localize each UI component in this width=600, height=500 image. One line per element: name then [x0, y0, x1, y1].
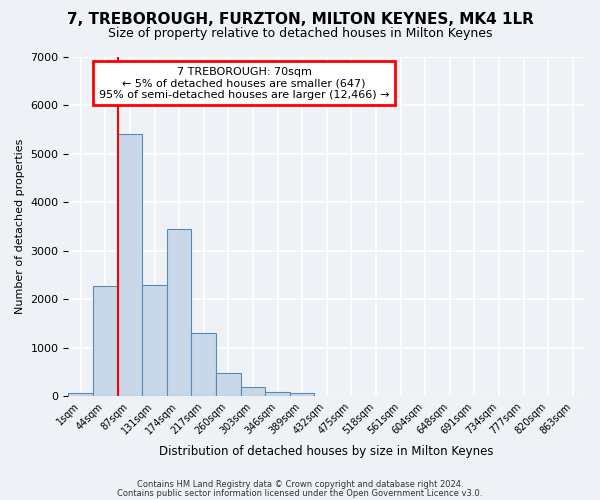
Bar: [191, 332, 216, 396]
Bar: [118, 134, 142, 396]
Text: Contains HM Land Registry data © Crown copyright and database right 2024.: Contains HM Land Registry data © Crown c…: [137, 480, 463, 489]
Bar: [142, 284, 167, 397]
Text: Size of property relative to detached houses in Milton Keynes: Size of property relative to detached ho…: [108, 28, 492, 40]
Bar: [93, 286, 118, 397]
Bar: [290, 394, 314, 396]
Y-axis label: Number of detached properties: Number of detached properties: [15, 138, 25, 314]
X-axis label: Distribution of detached houses by size in Milton Keynes: Distribution of detached houses by size …: [160, 444, 494, 458]
Bar: [241, 386, 265, 396]
Text: 7 TREBOROUGH: 70sqm
← 5% of detached houses are smaller (647)
95% of semi-detach: 7 TREBOROUGH: 70sqm ← 5% of detached hou…: [99, 66, 389, 100]
Text: Contains public sector information licensed under the Open Government Licence v3: Contains public sector information licen…: [118, 488, 482, 498]
Text: 7, TREBOROUGH, FURZTON, MILTON KEYNES, MK4 1LR: 7, TREBOROUGH, FURZTON, MILTON KEYNES, M…: [67, 12, 533, 28]
Bar: [216, 374, 241, 396]
Bar: [265, 392, 290, 396]
Bar: [167, 229, 191, 396]
Bar: [68, 392, 93, 396]
